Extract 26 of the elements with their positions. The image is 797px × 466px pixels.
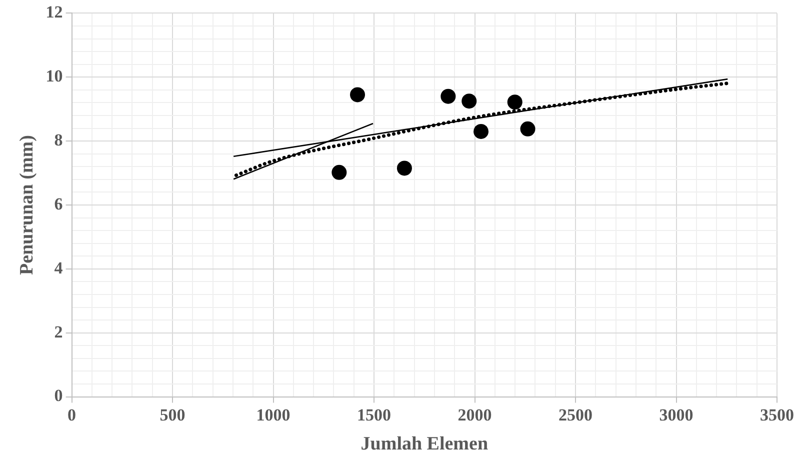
y-tick-label: 10 — [46, 66, 63, 86]
point — [462, 94, 477, 109]
point — [474, 124, 489, 139]
y-tick-label: 6 — [54, 194, 63, 214]
point — [396, 160, 412, 176]
y-tick-label: 12 — [46, 2, 63, 22]
point — [520, 121, 536, 136]
y-tick-label: 4 — [54, 258, 64, 278]
x-tick-label: 2000 — [458, 405, 492, 424]
point — [350, 87, 366, 102]
point — [332, 164, 347, 180]
x-tick-label: 1000 — [256, 405, 290, 424]
x-tick-label: 0 — [68, 405, 76, 424]
y-tick-label: 0 — [54, 386, 63, 406]
x-tick-label: 2500 — [558, 405, 593, 424]
line-series — [234, 81, 730, 178]
x-tick-label: 3500 — [760, 405, 794, 424]
point — [440, 88, 456, 104]
y-tick-label: 8 — [54, 130, 63, 150]
x-tick-label: 3000 — [659, 405, 694, 424]
x-axis-title: Jumlah Elemen — [360, 434, 488, 455]
y-axis-title: Penurunan (mm) — [16, 135, 38, 275]
x-tick-label: 1500 — [357, 405, 392, 424]
y-tick-label: 2 — [54, 322, 63, 342]
point — [507, 94, 522, 110]
x-tick-label: 500 — [160, 405, 186, 424]
